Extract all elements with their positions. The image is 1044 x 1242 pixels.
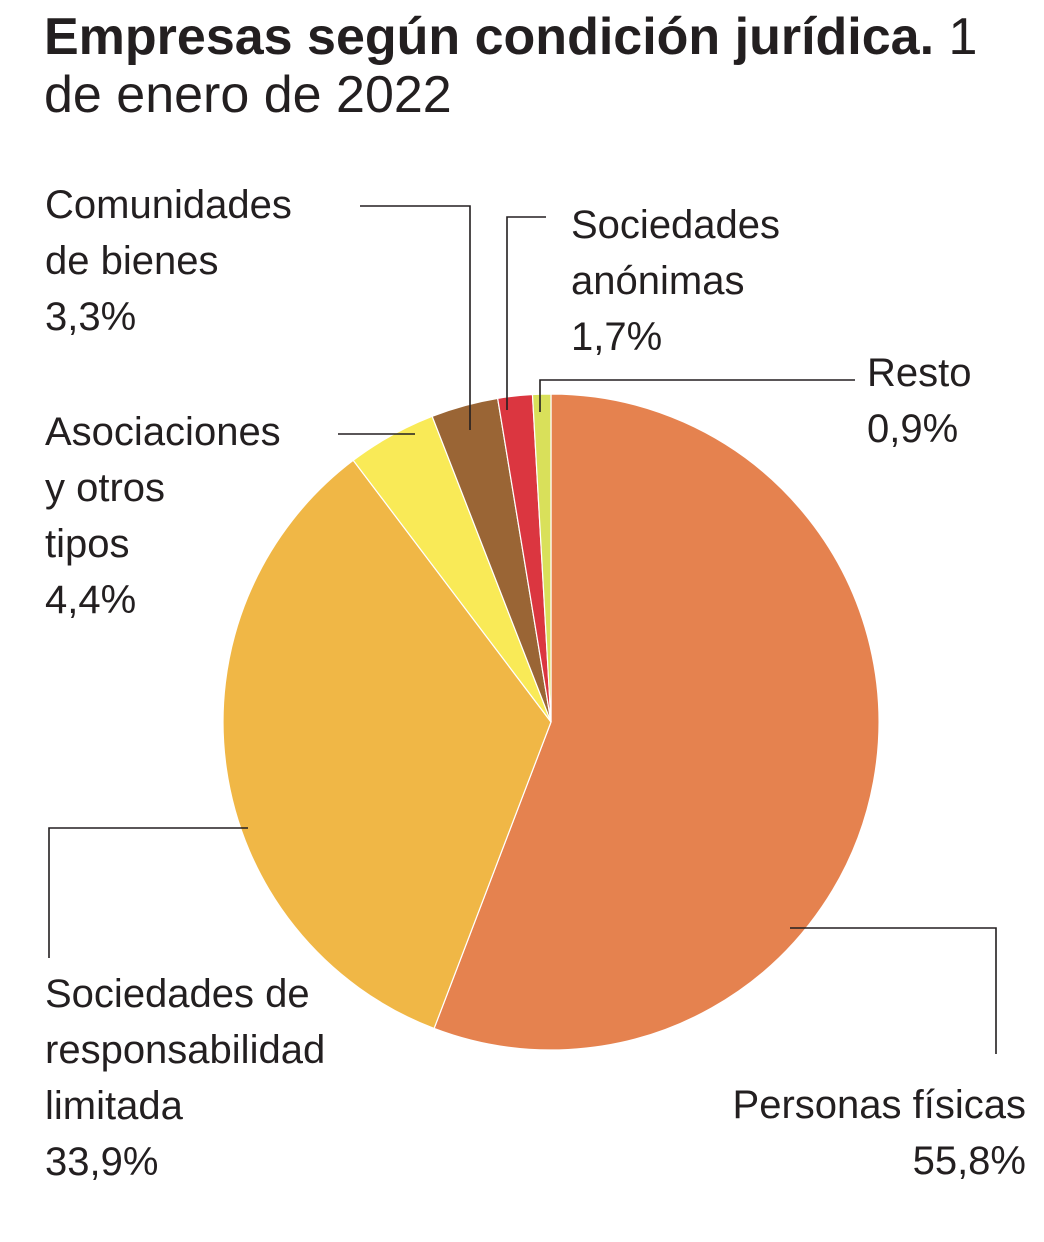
slice-name-line: y otros bbox=[45, 466, 165, 510]
leader-lines bbox=[48, 205, 997, 1054]
slice-name-line: tipos bbox=[45, 522, 130, 566]
slice-name-line: Resto bbox=[867, 351, 972, 395]
slice-name-line: limitada bbox=[45, 1084, 184, 1128]
slice-value-label: 0,9% bbox=[867, 407, 958, 451]
slice-name-line: responsabilidad bbox=[45, 1028, 325, 1072]
slice-value-label: 33,9% bbox=[45, 1140, 158, 1184]
slice-label-asociaciones: Asociaciones y otros tipos 4,4% bbox=[45, 410, 281, 622]
slice-name-line: Comunidades bbox=[45, 183, 292, 227]
pie-slice-sociedades-de bbox=[222, 459, 552, 1030]
slice-name-line: Personas físicas bbox=[733, 1083, 1026, 1127]
chart-title-bold: Empresas según condición jurídica. bbox=[44, 8, 935, 66]
slice-value-label: 55,8% bbox=[913, 1139, 1026, 1183]
leader-line-sociedades bbox=[506, 216, 546, 410]
slice-name-line: Sociedades de bbox=[45, 972, 310, 1016]
leader-line-resto bbox=[539, 379, 855, 412]
pie-slice-resto bbox=[531, 393, 552, 723]
pie-slice-personas-fisicas bbox=[433, 393, 880, 1051]
leader-line-personas-fisicas bbox=[790, 927, 997, 1054]
slice-name-line: Asociaciones bbox=[45, 410, 281, 454]
leader-line-comunidades bbox=[360, 205, 471, 430]
slice-label-comunidades: Comunidades de bienes 3,3% bbox=[45, 183, 292, 339]
chart-title-date: 1 de enero de 2022 bbox=[44, 8, 978, 124]
chart-title: Empresas según condición jurídica. 1 de … bbox=[44, 8, 1024, 124]
slice-label-sociedades: Sociedades anónimas 1,7% bbox=[571, 203, 780, 359]
slice-label-resto: Resto 0,9% bbox=[867, 351, 972, 451]
slice-value-label: 1,7% bbox=[571, 315, 662, 359]
slice-label-sociedades-de: Sociedades de responsabilidad limitada 33,9… bbox=[45, 972, 325, 1184]
slice-name-line: Sociedades bbox=[571, 203, 780, 247]
leader-line-sociedades-de bbox=[48, 827, 248, 958]
slice-value-label: 3,3% bbox=[45, 295, 136, 339]
slice-label-personas-fisicas: Personas físicas 55,8% bbox=[733, 1083, 1026, 1183]
pie-slices bbox=[222, 393, 880, 1051]
slice-labels: Personas físicas 55,8% Sociedades de respon… bbox=[45, 183, 1026, 1184]
slice-name-line: anónimas bbox=[571, 259, 744, 303]
slice-name-line: de bienes bbox=[45, 239, 218, 283]
slice-value-label: 4,4% bbox=[45, 578, 136, 622]
